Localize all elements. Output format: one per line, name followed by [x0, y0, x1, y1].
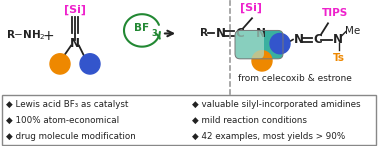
Text: N: N [333, 33, 343, 46]
Text: C: C [313, 33, 322, 46]
Text: N: N [256, 27, 266, 40]
Text: +: + [42, 28, 54, 42]
Circle shape [252, 51, 272, 71]
Text: [Si]: [Si] [64, 5, 86, 15]
FancyBboxPatch shape [235, 30, 264, 59]
Text: R$-$NH$_2$: R$-$NH$_2$ [6, 29, 46, 42]
Circle shape [50, 54, 70, 74]
Text: N: N [70, 37, 80, 50]
FancyBboxPatch shape [235, 30, 283, 59]
Text: ◆ Lewis acid BF₃ as catalyst: ◆ Lewis acid BF₃ as catalyst [6, 100, 129, 109]
Text: N: N [216, 27, 226, 40]
Text: 3: 3 [151, 29, 157, 38]
Text: ◆ valuable silyl-incorporated amidines: ◆ valuable silyl-incorporated amidines [192, 100, 361, 109]
Text: BF: BF [135, 23, 150, 33]
Circle shape [80, 54, 100, 74]
Text: ◆ mild reaction conditions: ◆ mild reaction conditions [192, 116, 307, 125]
Circle shape [270, 33, 290, 54]
Text: Me: Me [345, 26, 360, 36]
Text: from celecoxib & estrone: from celecoxib & estrone [238, 74, 352, 83]
Text: ◆ 100% atom-economical: ◆ 100% atom-economical [6, 116, 119, 125]
Text: [Si]: [Si] [240, 3, 262, 13]
Text: N: N [294, 33, 304, 46]
Text: Ts: Ts [333, 53, 345, 63]
FancyBboxPatch shape [2, 95, 376, 145]
Text: ◆ 42 examples, most yields > 90%: ◆ 42 examples, most yields > 90% [192, 132, 345, 141]
Text: TIPS: TIPS [322, 8, 348, 18]
Text: C: C [235, 27, 244, 40]
Text: R: R [200, 28, 208, 39]
Text: ◆ drug molecule modification: ◆ drug molecule modification [6, 132, 136, 141]
